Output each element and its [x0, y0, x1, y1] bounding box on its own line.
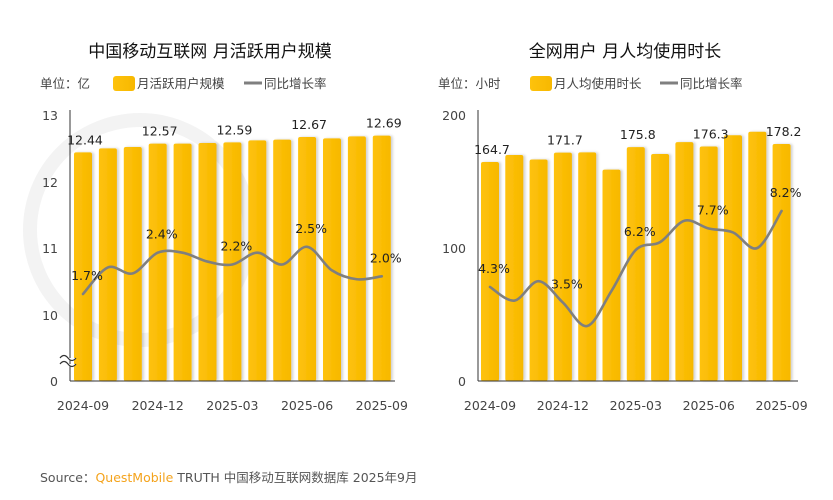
bar-2025-08	[347, 136, 366, 381]
growth-data-label: 3.5%	[551, 277, 583, 292]
chart1-legend-bar-swatch	[113, 76, 135, 91]
bar-2024-11	[529, 159, 548, 381]
x-tick-label: 2025-03	[610, 398, 662, 413]
x-tick-label: 2024-09	[464, 398, 516, 413]
bar-2025-07	[724, 135, 742, 381]
axis-break-icon	[59, 354, 77, 368]
bar-2024-10	[98, 148, 117, 381]
bar-2025-07	[323, 138, 341, 381]
bar-2025-04	[651, 153, 670, 381]
bar-data-label: 178.2	[766, 124, 802, 139]
bar-data-label: 12.44	[67, 132, 103, 147]
bar-2024-10	[505, 155, 524, 381]
bar-data-label: 171.7	[547, 133, 583, 148]
source-rest: TRUTH 中国移动互联网数据库 2025年9月	[173, 470, 417, 485]
bar-2025-06	[298, 137, 317, 381]
x-tick-label: 2025-06	[281, 398, 333, 413]
bar-2025-06	[699, 146, 718, 381]
bar-data-label: 12.59	[217, 122, 253, 137]
bar-data-label: 12.69	[366, 116, 402, 131]
chart1-legend-bar-label: 月活跃用户规模	[137, 76, 225, 91]
x-tick-label: 2025-09	[755, 398, 807, 413]
bar-2025-04	[248, 140, 267, 381]
chart2-legend-bar-label: 月人均使用时长	[554, 76, 642, 91]
chart1-title: 中国移动互联网 月活跃用户规模	[88, 42, 331, 62]
x-tick-label: 2024-09	[57, 398, 109, 413]
growth-data-label: 4.3%	[478, 261, 510, 276]
chart1-legend-line-label: 同比增长率	[264, 76, 327, 91]
bar-2025-09	[772, 143, 791, 381]
y-tick-label: 0	[458, 374, 466, 389]
bar-2025-05	[675, 142, 694, 381]
growth-data-label: 2.2%	[221, 239, 253, 254]
y-tick-label: 0	[50, 374, 58, 389]
growth-data-label: 2.5%	[295, 221, 327, 236]
y-tick-label: 100	[442, 241, 466, 256]
y-tick-label: 12	[42, 175, 58, 190]
bar-2025-02	[602, 169, 621, 381]
y-tick-label: 11	[42, 241, 58, 256]
source-prefix: Source：	[40, 470, 95, 485]
growth-data-label: 7.7%	[697, 203, 729, 218]
chart2-plot: 0 100 200 2024-09 2024-12 2025-03 2025-06 2025-…	[442, 108, 808, 413]
bar-2024-11	[123, 147, 142, 381]
bar-data-label: 176.3	[693, 127, 729, 142]
y-tick-label: 10	[42, 308, 58, 323]
bar-2025-08	[748, 131, 767, 381]
bar-data-label: 175.8	[620, 127, 656, 142]
source-brand: QuestMobile	[95, 470, 173, 485]
bar-2025-03	[626, 147, 645, 381]
y-tick-label: 13	[42, 108, 58, 123]
growth-data-label: 6.2%	[624, 224, 656, 239]
chart1-unit-label: 单位：亿	[40, 76, 90, 91]
bar-data-label: 12.67	[291, 117, 327, 132]
bar-2024-12	[553, 152, 572, 381]
chart2-title: 全网用户 月人均使用时长	[529, 41, 721, 62]
growth-data-label: 2.0%	[370, 250, 402, 265]
bar-2024-09	[481, 161, 499, 381]
bar-2025-01	[173, 143, 192, 381]
chart2-legend-bar-swatch	[530, 76, 552, 91]
x-tick-label: 2024-12	[537, 398, 589, 413]
bar-2024-12	[148, 143, 167, 381]
x-tick-label: 2024-12	[132, 398, 184, 413]
bar-2025-03	[223, 142, 242, 381]
growth-data-label: 1.7%	[71, 268, 103, 283]
chart2-unit-label: 单位：小时	[438, 76, 501, 91]
source-line: Source：QuestMobile TRUTH 中国移动互联网数据库 2025…	[40, 470, 418, 485]
chart1-plot: 0 10 11 12 13 2024-09 2024-12 2025-03 2025-06 202…	[42, 108, 408, 413]
bar-2024-09	[74, 152, 92, 381]
bar-2025-05	[273, 139, 292, 381]
x-tick-label: 2025-06	[683, 398, 735, 413]
x-tick-label: 2025-03	[206, 398, 258, 413]
bar-2025-01	[578, 152, 597, 381]
y-tick-label: 200	[442, 108, 466, 123]
bar-data-label: 12.57	[142, 124, 178, 139]
growth-data-label: 8.2%	[770, 185, 802, 200]
bar-data-label: 164.7	[474, 142, 510, 157]
chart2-legend-line-label: 同比增长率	[680, 76, 743, 91]
x-tick-label: 2025-09	[356, 398, 408, 413]
growth-data-label: 2.4%	[146, 227, 178, 242]
bar-2025-09	[372, 135, 391, 381]
